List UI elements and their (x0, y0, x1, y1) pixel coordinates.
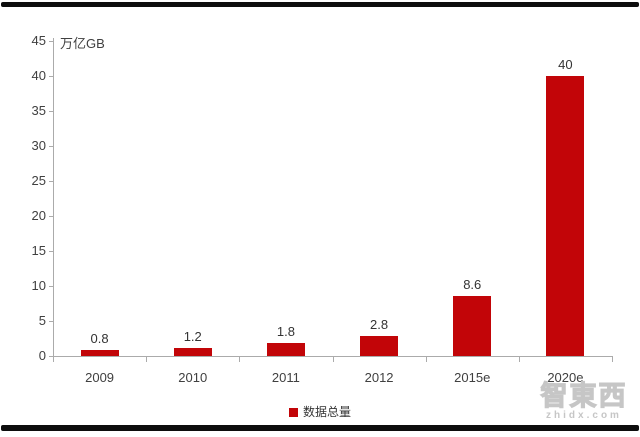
x-label-2009: 2009 (85, 370, 115, 385)
y-tick-label: 45 (31, 33, 46, 48)
x-tick-mark (425, 357, 427, 362)
legend: 数据总量 (0, 404, 640, 420)
bar-2012 (360, 336, 399, 356)
value-label-2012: 2.8 (370, 317, 389, 332)
y-tick-mark (49, 181, 53, 182)
legend-label: 数据总量 (302, 405, 351, 419)
y-tick-label: 40 (31, 68, 46, 83)
bar-2015e (453, 296, 492, 356)
y-tick-mark (49, 356, 53, 357)
x-tick-mark (612, 357, 613, 362)
x-tick-mark (239, 357, 241, 362)
bar-2010 (173, 348, 212, 356)
bar-2011 (266, 343, 305, 356)
y-tick-mark (49, 251, 53, 252)
y-tick-mark (49, 216, 53, 217)
x-label-2011: 2011 (271, 370, 300, 385)
x-label-2012: 2012 (364, 370, 394, 385)
value-label-2010: 1.2 (183, 329, 202, 344)
x-tick-mark (332, 357, 334, 362)
value-label-2020e: 40 (558, 57, 573, 72)
y-tick-label: 15 (31, 243, 46, 258)
x-label-2020e: 2020e (547, 370, 584, 385)
y-tick-mark (49, 76, 53, 77)
y-tick-mark (49, 41, 53, 42)
bar-2020e (546, 76, 585, 356)
y-tick-mark (49, 321, 53, 322)
bar-2009 (80, 350, 119, 356)
y-tick-label: 35 (31, 103, 46, 118)
y-tick-label: 20 (31, 208, 46, 223)
y-tick-label: 25 (31, 173, 46, 188)
y-tick-mark (49, 286, 53, 287)
y-axis-unit-label: 万亿GB (60, 36, 105, 51)
y-tick-mark (49, 111, 53, 112)
x-axis-line (53, 356, 613, 357)
y-tick-label: 10 (31, 278, 46, 293)
y-tick-mark (49, 146, 53, 147)
x-label-2015e: 2015e (454, 370, 491, 385)
y-tick-label: 0 (38, 348, 46, 363)
x-label-2010: 2010 (178, 370, 208, 385)
value-label-2015e: 8.6 (463, 277, 482, 292)
x-tick-mark (146, 357, 148, 362)
x-tick-mark (518, 357, 520, 362)
value-label-2009: 0.8 (90, 331, 109, 346)
top-border (1, 2, 639, 7)
bottom-border (1, 425, 639, 431)
legend-swatch (288, 407, 298, 417)
y-axis-line (53, 38, 54, 356)
value-label-2011: 1.8 (276, 324, 295, 339)
y-tick-label: 30 (31, 138, 46, 153)
y-tick-label: 5 (38, 313, 46, 328)
x-tick-mark (53, 357, 54, 362)
